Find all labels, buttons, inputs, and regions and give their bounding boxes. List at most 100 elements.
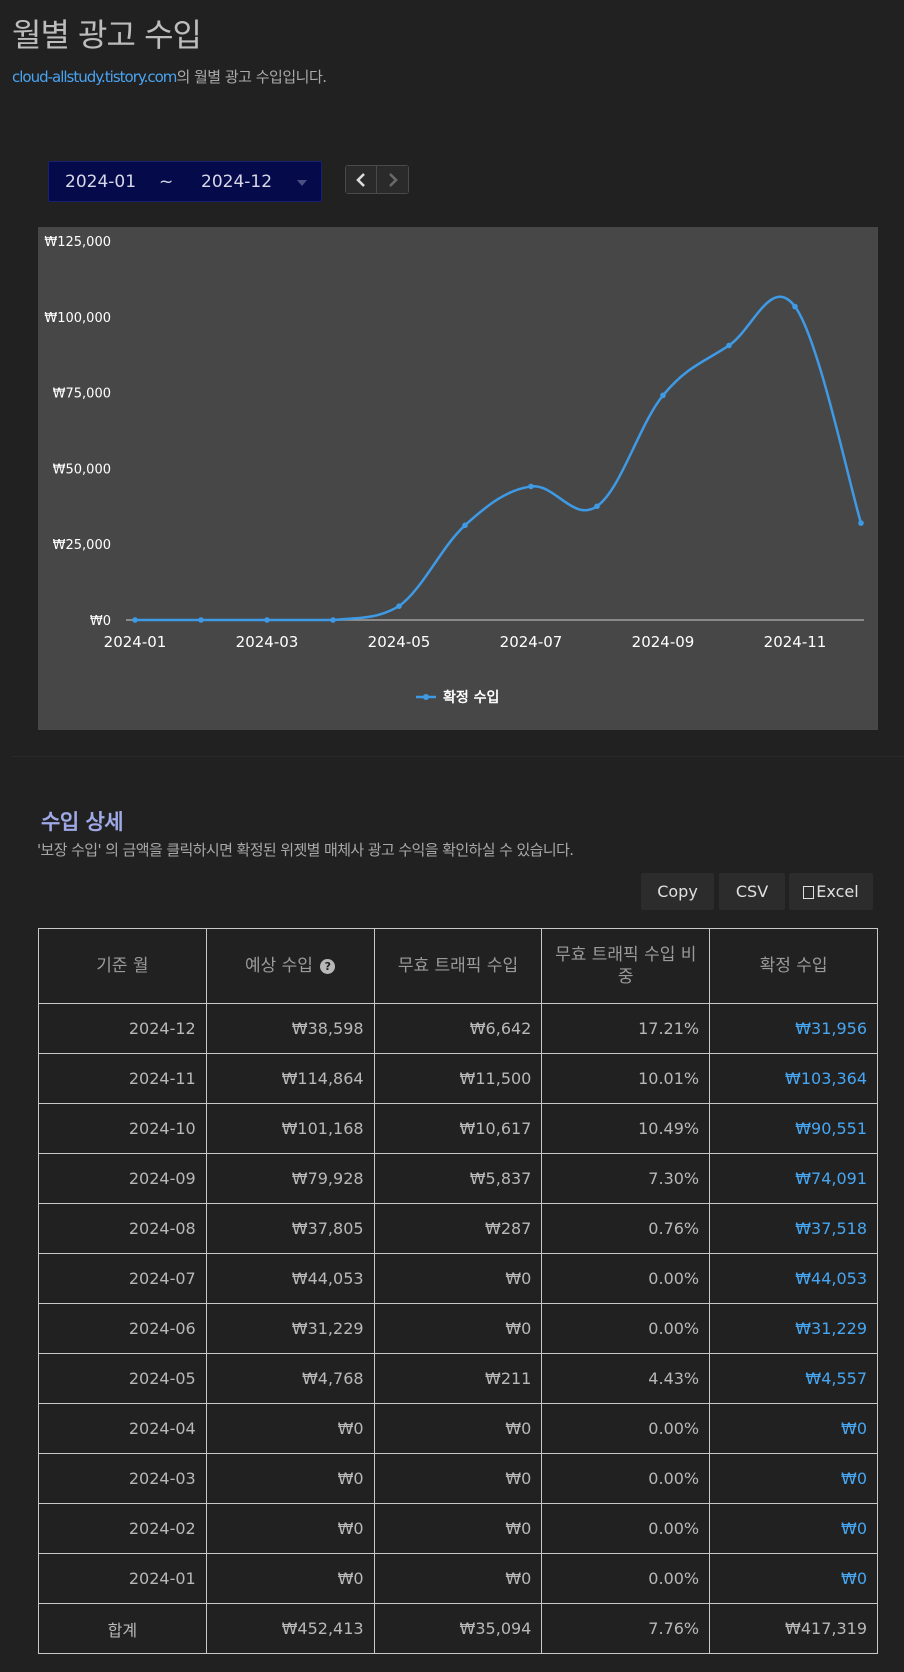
col-confirmed[interactable]: 확정 수입 [709,928,878,1004]
cell-month: 2024-12 [38,1003,207,1054]
total-row: 합계 ₩452,413 ₩35,094 7.76% ₩417,319 [38,1603,878,1654]
range-start[interactable]: 2024-01 [65,172,137,192]
cell-invalid: ₩0 [373,1553,543,1604]
cell-confirmed-link[interactable]: ₩103,364 [709,1053,878,1104]
cell-invalid-ratio: 0.00% [541,1303,711,1354]
cell-invalid-ratio: 0.00% [541,1403,711,1454]
cell-expected: ₩37,805 [205,1203,375,1254]
cell-invalid: ₩0 [373,1503,543,1554]
cell-invalid-ratio: 17.21% [541,1003,711,1054]
file-excel-icon [803,886,815,899]
cell-expected: ₩38,598 [205,1003,375,1054]
cell-invalid: ₩0 [373,1253,543,1304]
x-tick-label: 2024-11 [764,633,827,651]
y-tick-label: ₩50,000 [53,462,111,477]
cell-invalid-ratio: 7.30% [541,1153,711,1204]
detail-section-title: 수입 상세 [41,810,124,834]
legend-marker [423,694,429,700]
data-point [792,303,798,310]
cell-invalid: ₩10,617 [373,1103,543,1154]
period-nav [345,165,409,194]
chevron-right-icon [388,172,398,187]
x-tick-label: 2024-03 [236,633,299,651]
csv-label: CSV [735,882,769,901]
question-circle-icon[interactable]: ? [320,959,336,974]
total-label: 합계 [38,1603,207,1654]
caret-down-icon[interactable] [297,180,307,186]
range-end[interactable]: 2024-12 [201,172,273,192]
cell-invalid: ₩287 [373,1203,543,1254]
cell-invalid: ₩11,500 [373,1053,543,1104]
cell-month: 2024-06 [38,1303,207,1354]
cell-invalid-ratio: 4.43% [541,1353,711,1404]
x-tick-label: 2024-01 [104,633,167,651]
data-point [132,617,138,623]
cell-confirmed-link[interactable]: ₩90,551 [709,1103,878,1154]
data-point [198,617,204,623]
cell-expected: ₩0 [205,1503,375,1554]
total-expected: ₩452,413 [205,1603,375,1654]
cell-invalid-ratio: 0.00% [541,1453,711,1504]
csv-button[interactable]: CSV [719,873,785,910]
cell-invalid-ratio: 0.76% [541,1203,711,1254]
table-row: 2024-08 ₩37,805 ₩287 0.76% ₩37,518 [38,1203,878,1254]
cell-month: 2024-02 [38,1503,207,1554]
table-row: 2024-09 ₩79,928 ₩5,837 7.30% ₩74,091 [38,1153,878,1204]
x-tick-label: 2024-05 [368,633,431,651]
cell-invalid: ₩5,837 [373,1153,543,1204]
revenue-chart: ₩0 ₩25,000 ₩50,000 ₩75,000 ₩100,000 ₩125,000 2… [38,227,878,730]
cell-month: 2024-05 [38,1353,207,1404]
cell-expected: ₩79,928 [205,1153,375,1204]
data-point [264,617,270,623]
col-invalid[interactable]: 무효 트래픽 수입 [373,928,543,1004]
cell-confirmed-link[interactable]: ₩0 [709,1453,878,1504]
next-period-button[interactable] [377,166,408,193]
y-tick-label: ₩125,000 [44,235,111,250]
cell-expected: ₩114,864 [205,1053,375,1104]
total-confirmed: ₩417,319 [709,1603,878,1654]
col-invalid-ratio[interactable]: 무효 트래픽 수입 비중 [541,928,711,1004]
cell-expected: ₩0 [205,1553,375,1604]
cell-confirmed-link[interactable]: ₩31,956 [709,1003,878,1054]
table-row: 2024-06 ₩31,229 ₩0 0.00% ₩31,229 [38,1303,878,1354]
data-point [528,483,534,490]
data-point [396,603,402,609]
cell-confirmed-link[interactable]: ₩0 [709,1403,878,1454]
copy-button[interactable]: Copy [641,873,714,910]
detail-description: '보장 수입' 의 금액을 클릭하시면 확정된 위젯별 매체사 광고 수익을 확… [37,841,574,859]
cell-confirmed-link[interactable]: ₩0 [709,1553,878,1604]
cell-confirmed-link[interactable]: ₩0 [709,1503,878,1554]
cell-month: 2024-07 [38,1253,207,1304]
excel-button[interactable]: Excel [789,873,873,910]
cell-confirmed-link[interactable]: ₩74,091 [709,1153,878,1204]
cell-expected: ₩0 [205,1403,375,1454]
table-row: 2024-04 ₩0 ₩0 0.00% ₩0 [38,1403,878,1454]
range-separator: ~ [159,172,174,192]
cell-confirmed-link[interactable]: ₩4,557 [709,1353,878,1404]
revenue-line-chart: ₩0 ₩25,000 ₩50,000 ₩75,000 ₩100,000 ₩125,000 2… [44,235,864,706]
prev-period-button[interactable] [346,166,378,193]
x-tick-label: 2024-07 [500,633,563,651]
cell-month: 2024-09 [38,1153,207,1204]
month-range-picker[interactable]: 2024-01 ~ 2024-12 [48,161,322,202]
cell-confirmed-link[interactable]: ₩44,053 [709,1253,878,1304]
blog-link[interactable]: cloud-allstudy.tistory.com [12,68,177,86]
data-point [330,617,336,623]
cell-invalid: ₩0 [373,1453,543,1504]
col-expected[interactable]: 예상 수입 ? [205,928,375,1004]
cell-month: 2024-11 [38,1053,207,1104]
cell-confirmed-link[interactable]: ₩37,518 [709,1203,878,1254]
table-row: 2024-07 ₩44,053 ₩0 0.00% ₩44,053 [38,1253,878,1304]
revenue-detail-table: 기준 월 예상 수입 ? 무효 트래픽 수입 무효 트래픽 수입 비중 확정 수… [38,928,878,1654]
page-subtitle: cloud-allstudy.tistory.com의 월별 광고 수입입니다. [12,66,327,87]
data-point [462,522,468,529]
chevron-left-icon [356,172,365,187]
cell-expected: ₩4,768 [205,1353,375,1404]
table-row: 2024-01 ₩0 ₩0 0.00% ₩0 [38,1553,878,1604]
cell-confirmed-link[interactable]: ₩31,229 [709,1303,878,1354]
cell-month: 2024-03 [38,1453,207,1504]
y-tick-label: ₩75,000 [53,387,111,402]
col-month[interactable]: 기준 월 [38,928,207,1004]
cell-expected: ₩0 [205,1453,375,1504]
cell-invalid: ₩0 [373,1403,543,1454]
